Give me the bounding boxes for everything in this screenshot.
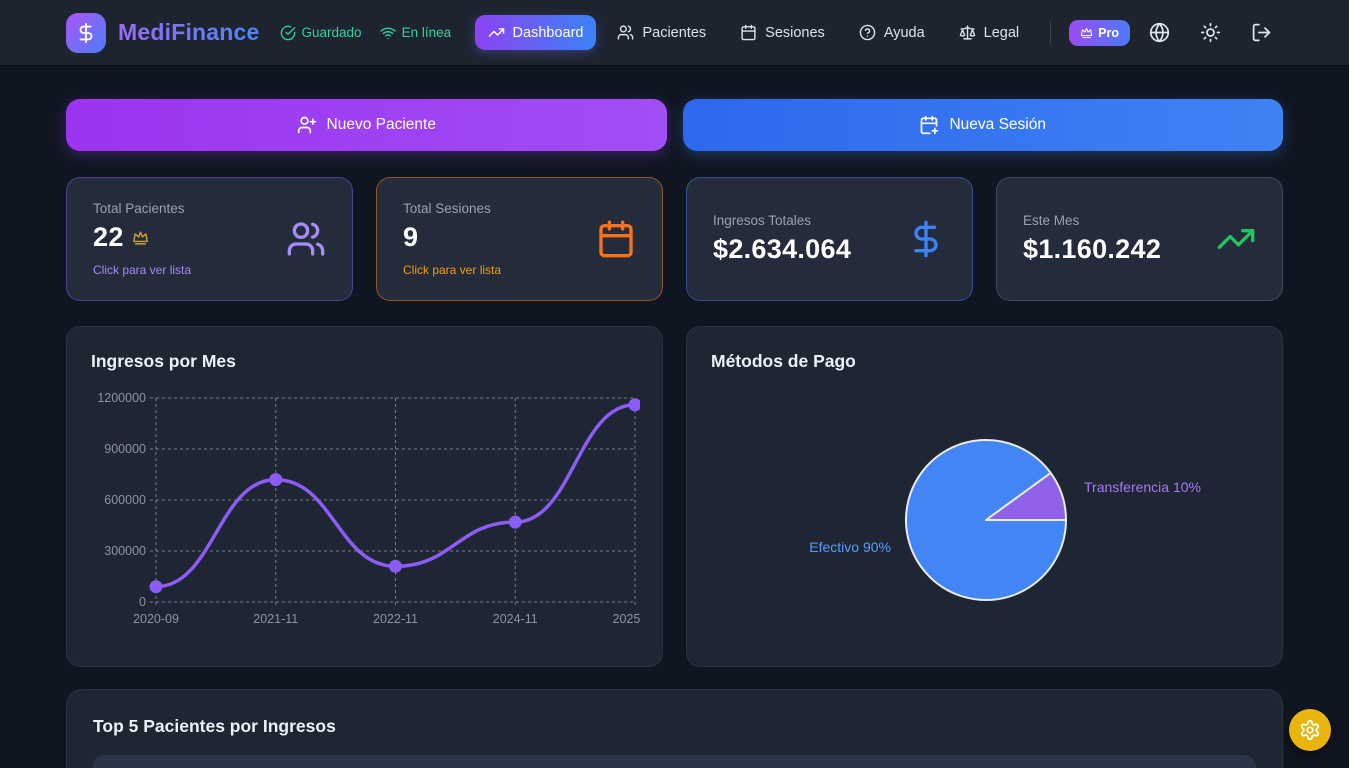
stat-cards-row: Total Pacientes 22 Click para ver lista …: [66, 177, 1283, 301]
svg-text:2024-11: 2024-11: [493, 612, 538, 626]
nav-label: Pacientes: [642, 24, 707, 41]
main-nav: Dashboard Pacientes Sesiones Ayuda Legal…: [474, 15, 1283, 50]
stat-card-total-sesiones[interactable]: Total Sesiones 9 Click para ver lista: [376, 177, 663, 301]
theme-toggle-button[interactable]: [1189, 22, 1232, 43]
svg-text:2021-11: 2021-11: [253, 612, 298, 626]
settings-fab-button[interactable]: [1289, 709, 1331, 751]
svg-text:300000: 300000: [104, 544, 146, 558]
nav-label: Ayuda: [883, 24, 925, 41]
nav-item-pacientes[interactable]: Pacientes: [604, 15, 719, 50]
wifi-icon: [379, 27, 396, 39]
calendar-icon: [599, 220, 633, 258]
online-status: En línea: [379, 25, 452, 41]
svg-text:Efectivo 90%: Efectivo 90%: [809, 539, 891, 555]
svg-text:2020-09: 2020-09: [133, 612, 179, 626]
pro-badge: Pro: [1069, 19, 1130, 46]
svg-text:0: 0: [139, 595, 146, 609]
pie-chart-title: Métodos de Pago: [711, 351, 856, 371]
svg-text:2022-11: 2022-11: [373, 612, 418, 626]
top-patients-row[interactable]: [93, 755, 1256, 768]
app-title: MediFinance: [118, 19, 260, 45]
stat-value: 9: [403, 222, 419, 252]
crown-icon: [1080, 27, 1093, 38]
stat-value: 22: [93, 222, 124, 252]
saved-status-label: Guardado: [301, 25, 362, 40]
help-circle-icon: [859, 24, 876, 41]
payment-methods-pie-chart: Efectivo 90% Transferencia 10%: [809, 439, 1201, 601]
gear-icon: [1300, 719, 1320, 741]
nav-item-legal[interactable]: Legal: [946, 15, 1032, 50]
svg-text:Transferencia 10%: Transferencia 10%: [1084, 479, 1201, 495]
top-patients-card: Top 5 Pacientes por Ingresos: [66, 689, 1283, 768]
online-status-label: En línea: [401, 25, 452, 40]
dollar-sign-icon: [79, 22, 93, 43]
scale-icon: [959, 25, 975, 40]
trending-up-icon: [1217, 229, 1255, 249]
stat-value: $1.160.242: [1023, 234, 1162, 264]
stat-card-total-pacientes[interactable]: Total Pacientes 22 Click para ver lista: [66, 177, 353, 301]
svg-text:1200000: 1200000: [97, 391, 146, 405]
svg-text:600000: 600000: [104, 493, 146, 507]
new-patient-label: Nuevo Paciente: [326, 116, 436, 133]
stat-subtext: Click para ver lista: [403, 263, 502, 277]
top-patients-title: Top 5 Pacientes por Ingresos: [93, 716, 336, 736]
stat-value: $2.634.064: [713, 234, 852, 264]
users-icon: [618, 25, 634, 40]
pie-chart-card: Métodos de Pago Efectivo 90% Transferenci…: [686, 326, 1283, 667]
user-plus-icon: [297, 116, 316, 134]
new-session-button[interactable]: Nueva Sesión: [682, 99, 1283, 151]
nav-divider: [1050, 20, 1052, 45]
new-session-label: Nueva Sesión: [949, 116, 1046, 133]
sun-icon: [1200, 22, 1221, 43]
logout-icon: [1252, 23, 1271, 42]
stat-card-ingresos-totales: Ingresos Totales $2.634.064: [686, 177, 973, 301]
stat-subtext: Click para ver lista: [93, 263, 192, 277]
app-logo: [66, 12, 106, 53]
nav-item-ayuda[interactable]: Ayuda: [846, 15, 938, 50]
nav-label: Legal: [983, 24, 1020, 41]
pro-badge-label: Pro: [1098, 25, 1119, 40]
svg-text:900000: 900000: [104, 442, 146, 456]
action-buttons-row: Nuevo Paciente Nueva Sesión: [66, 99, 1283, 151]
dashboard-content: Nuevo Paciente Nueva Sesión Total Pacien…: [0, 66, 1349, 768]
language-button[interactable]: [1138, 22, 1181, 43]
income-line-chart: 0 300000 600000 900000 1200000 2020-09 2021-11…: [97, 391, 640, 626]
nav-label: Dashboard: [512, 24, 584, 41]
line-chart-title: Ingresos por Mes: [91, 351, 236, 371]
svg-text:2025-11: 2025-11: [613, 612, 640, 626]
stat-label: Ingresos Totales: [713, 213, 812, 228]
charts-row: Ingresos por Mes 0 300000 600000 900000 1200…: [66, 326, 1283, 667]
saved-status: Guardado: [280, 25, 362, 41]
logout-button[interactable]: [1240, 22, 1283, 43]
nav-item-dashboard[interactable]: Dashboard: [474, 15, 597, 50]
users-icon: [287, 222, 325, 256]
trending-up-icon: [488, 28, 504, 37]
calendar-plus-icon: [921, 115, 939, 135]
crown-icon: [132, 231, 148, 245]
top-navbar: MediFinance Guardado En línea Dashboard …: [0, 0, 1349, 66]
globe-icon: [1149, 22, 1170, 43]
nav-item-sesiones[interactable]: Sesiones: [727, 15, 838, 50]
stat-card-este-mes: Este Mes $1.160.242: [996, 177, 1283, 301]
check-circle-icon: [280, 25, 295, 40]
line-chart-card: Ingresos por Mes 0 300000 600000 900000 1200…: [66, 326, 663, 667]
dollar-sign-icon: [914, 220, 938, 258]
stat-label: Total Sesiones: [403, 201, 491, 216]
nav-label: Sesiones: [765, 24, 825, 41]
calendar-icon: [741, 24, 756, 41]
new-patient-button[interactable]: Nuevo Paciente: [66, 99, 667, 151]
stat-label: Este Mes: [1023, 213, 1080, 228]
stat-label: Total Pacientes: [93, 201, 185, 216]
